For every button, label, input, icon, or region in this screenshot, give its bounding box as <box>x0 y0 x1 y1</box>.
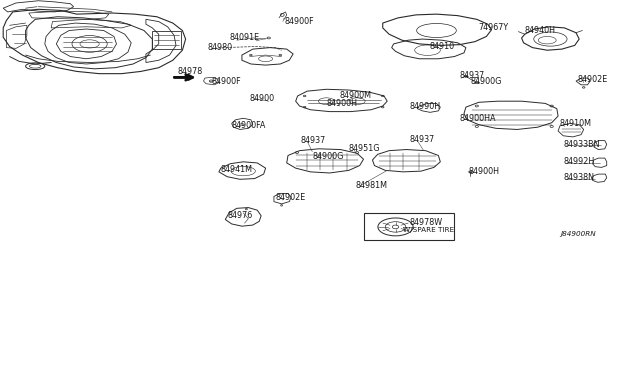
Text: J84900RN: J84900RN <box>560 231 596 237</box>
Text: 84937: 84937 <box>410 135 435 144</box>
Text: 84941M: 84941M <box>221 165 253 174</box>
Text: 84980: 84980 <box>208 43 233 52</box>
Text: 84900G: 84900G <box>470 77 502 86</box>
Text: 84902E: 84902E <box>275 193 305 202</box>
Text: 74967Y: 74967Y <box>479 23 509 32</box>
Text: 84900G: 84900G <box>312 152 344 161</box>
Text: 84937: 84937 <box>301 136 326 145</box>
Text: 84900H: 84900H <box>326 99 357 108</box>
Text: 84933BN: 84933BN <box>563 140 600 149</box>
Text: 84992H: 84992H <box>563 157 595 166</box>
Bar <box>364 213 454 240</box>
Text: 84938N: 84938N <box>563 173 594 182</box>
Text: 84910M: 84910M <box>560 119 592 128</box>
Text: 84091E: 84091E <box>229 33 259 42</box>
Text: 84900FA: 84900FA <box>232 121 266 130</box>
Text: 84940H: 84940H <box>525 26 556 35</box>
Text: 84978W: 84978W <box>410 218 443 227</box>
Text: 84978: 84978 <box>178 67 203 76</box>
Text: 84902E: 84902E <box>578 75 608 84</box>
Text: 84900: 84900 <box>250 94 275 103</box>
Text: 84910: 84910 <box>429 42 454 51</box>
Text: 84900F: 84900F <box>285 17 314 26</box>
Text: W/SPARE TIRE: W/SPARE TIRE <box>403 227 454 233</box>
Text: 84900H: 84900H <box>468 167 499 176</box>
Text: 84976: 84976 <box>227 211 252 219</box>
Text: 84990H: 84990H <box>410 102 441 111</box>
Bar <box>152 31 181 49</box>
Text: 84900HA: 84900HA <box>460 114 496 123</box>
Text: 84900F: 84900F <box>211 77 241 86</box>
Text: 84937: 84937 <box>460 71 484 80</box>
Text: 84981M: 84981M <box>355 181 387 190</box>
Text: 84900M: 84900M <box>339 91 371 100</box>
Text: 84951G: 84951G <box>348 144 380 153</box>
